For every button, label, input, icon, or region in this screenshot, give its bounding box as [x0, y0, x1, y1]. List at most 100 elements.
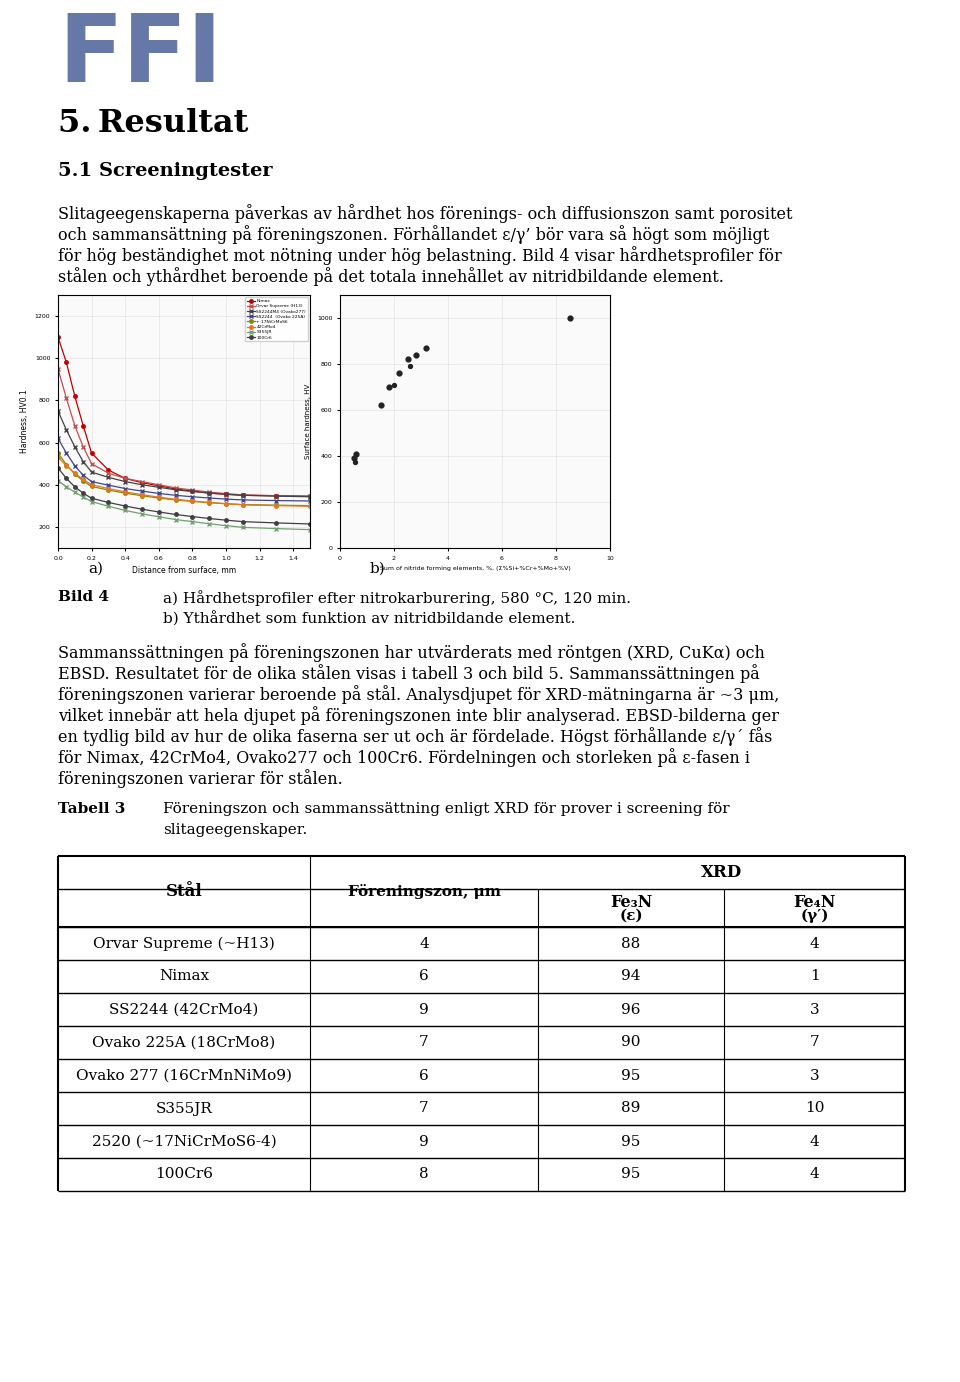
Text: b) Ythårdhet som funktion av nitridbildande element.: b) Ythårdhet som funktion av nitridbilda…	[163, 611, 575, 626]
Orvar Supreme (H13)	[170, 480, 181, 496]
Text: 95: 95	[621, 1135, 640, 1148]
+ 17NiCrMoS6	[103, 482, 114, 499]
42CrMo4	[78, 471, 89, 488]
100Cr6	[85, 491, 97, 507]
+ 17NiCrMoS6	[220, 495, 231, 511]
+ 17NiCrMoS6	[170, 492, 181, 509]
Text: Föreningszon, μm: Föreningszon, μm	[348, 884, 500, 900]
S355JR	[78, 489, 89, 506]
SS2244  (Ovako 225A)	[60, 445, 72, 462]
Text: Sammanssättningen på föreningszonen har utvärderats med röntgen (XRD, CuKα) och: Sammanssättningen på föreningszonen har …	[58, 643, 765, 662]
Orvar Supreme (H13)	[186, 482, 198, 499]
S355JR	[204, 515, 215, 532]
S355JR	[85, 493, 97, 510]
42CrMo4	[136, 486, 148, 503]
Point	[419, 337, 434, 359]
Nimax	[85, 445, 97, 462]
Text: EBSD. Resultatet för de olika stålen visas i tabell 3 och bild 5. Sammanssättnin: EBSD. Resultatet för de olika stålen vis…	[58, 663, 759, 683]
Y-axis label: Surface hardness, HV: Surface hardness, HV	[305, 384, 311, 459]
Text: för Nimax, 42CrMo4, Ovako277 och 100Cr6. Fördelningen och storleken på ε-fasen i: för Nimax, 42CrMo4, Ovako277 och 100Cr6.…	[58, 748, 750, 767]
Text: 3: 3	[809, 1002, 819, 1017]
Line: 42CrMo4: 42CrMo4	[57, 456, 312, 509]
Text: slitageegenskaper.: slitageegenskaper.	[163, 824, 307, 837]
SS2244  (Ovako 225A)	[304, 493, 316, 510]
Text: 6: 6	[420, 1068, 429, 1082]
S355JR	[271, 520, 282, 536]
Text: 90: 90	[621, 1035, 640, 1049]
S355JR	[60, 478, 72, 495]
Orvar Supreme (H13)	[52, 361, 63, 377]
+ 17NiCrMoS6	[60, 456, 72, 473]
100Cr6	[60, 470, 72, 486]
SS2244M4 (Ovako277)	[271, 488, 282, 504]
Nimax	[136, 474, 148, 491]
SS2244M4 (Ovako277)	[60, 422, 72, 438]
Text: 10: 10	[804, 1101, 825, 1115]
100Cr6	[204, 510, 215, 527]
+ 17NiCrMoS6	[85, 478, 97, 495]
S355JR	[153, 509, 164, 525]
SS2244  (Ovako 225A)	[220, 491, 231, 507]
SS2244M4 (Ovako277)	[220, 486, 231, 503]
Nimax	[304, 488, 316, 504]
SS2244  (Ovako 225A)	[271, 492, 282, 509]
SS2244  (Ovako 225A)	[69, 457, 81, 474]
42CrMo4	[204, 495, 215, 511]
Nimax	[153, 478, 164, 495]
Text: 7: 7	[420, 1101, 429, 1115]
Point	[402, 355, 418, 377]
Orvar Supreme (H13)	[85, 456, 97, 473]
Orvar Supreme (H13)	[204, 484, 215, 500]
+ 17NiCrMoS6	[271, 498, 282, 514]
42CrMo4	[220, 495, 231, 511]
SS2244  (Ovako 225A)	[103, 477, 114, 493]
S355JR	[304, 521, 316, 538]
Nimax	[204, 485, 215, 502]
Text: föreningszonen varierar beroende på stål. Analysdjupet för XRD-mätningarna är ~3: föreningszonen varierar beroende på stål…	[58, 685, 780, 703]
SS2244  (Ovako 225A)	[85, 473, 97, 489]
42CrMo4	[237, 496, 249, 513]
Nimax	[220, 486, 231, 503]
Text: 7: 7	[809, 1035, 819, 1049]
SS2244M4 (Ovako277)	[170, 481, 181, 498]
Orvar Supreme (H13)	[136, 473, 148, 489]
42CrMo4	[119, 484, 131, 500]
100Cr6	[304, 515, 316, 532]
SS2244M4 (Ovako277)	[304, 488, 316, 504]
Orvar Supreme (H13)	[153, 477, 164, 493]
Point	[381, 376, 396, 398]
Nimax	[78, 417, 89, 434]
Text: stålen och ythårdhet beroende på det totala innehållet av nitridbildande element: stålen och ythårdhet beroende på det tot…	[58, 267, 724, 286]
Line: 100Cr6: 100Cr6	[57, 466, 312, 525]
Point	[392, 362, 407, 384]
Text: SS2244 (42CrMo4): SS2244 (42CrMo4)	[109, 1002, 258, 1017]
+ 17NiCrMoS6	[136, 488, 148, 504]
Text: 5.1 Screeningtester: 5.1 Screeningtester	[58, 162, 273, 180]
S355JR	[186, 513, 198, 529]
Y-axis label: Hardness, HV0.1: Hardness, HV0.1	[20, 390, 29, 453]
Nimax	[52, 329, 63, 346]
Text: Slitageegenskaperna påverkas av hårdhet hos förenings- och diffusionszon samt po: Slitageegenskaperna påverkas av hårdhet …	[58, 205, 793, 223]
SS2244M4 (Ovako277)	[103, 468, 114, 485]
Text: Orvar Supreme (~H13): Orvar Supreme (~H13)	[93, 936, 275, 951]
Text: Fe₄N: Fe₄N	[793, 894, 836, 911]
Text: XRD: XRD	[701, 864, 742, 880]
SS2244  (Ovako 225A)	[186, 488, 198, 504]
42CrMo4	[304, 498, 316, 514]
S355JR	[103, 498, 114, 514]
S355JR	[52, 473, 63, 489]
Text: 9: 9	[420, 1135, 429, 1148]
Nimax	[170, 481, 181, 498]
Legend: Nimax, Orvar Supreme (H13), SS2244M4 (Ovako277), SS2244  (Ovako 225A), + 17NiCrM: Nimax, Orvar Supreme (H13), SS2244M4 (Ov…	[245, 297, 308, 341]
Text: (ε): (ε)	[619, 908, 643, 923]
SS2244M4 (Ovako277)	[69, 438, 81, 455]
+ 17NiCrMoS6	[186, 493, 198, 510]
SS2244M4 (Ovako277)	[119, 473, 131, 489]
42CrMo4	[103, 481, 114, 498]
Text: 1: 1	[809, 970, 820, 984]
S355JR	[237, 520, 249, 536]
+ 17NiCrMoS6	[69, 466, 81, 482]
100Cr6	[78, 485, 89, 502]
100Cr6	[170, 506, 181, 522]
100Cr6	[103, 495, 114, 511]
